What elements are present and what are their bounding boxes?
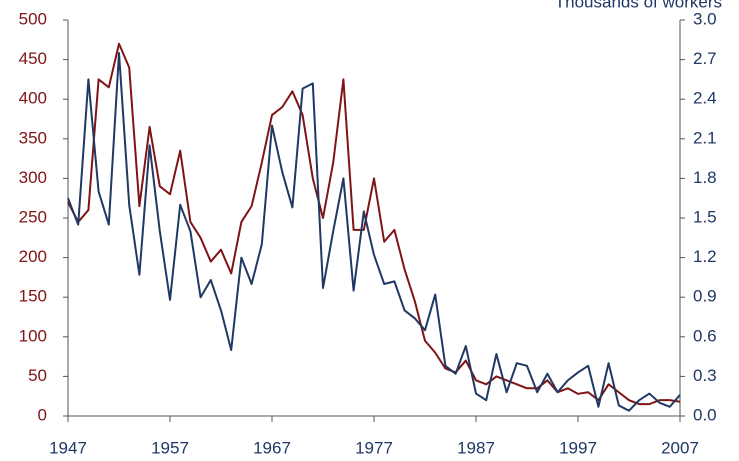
y2-tick-label: 3.0 — [693, 9, 717, 28]
y-tick-label: 350 — [19, 128, 47, 147]
x-tick-label: 1957 — [151, 438, 189, 457]
y2-tick-label: 0.9 — [693, 287, 717, 306]
y2-tick-label: 1.2 — [693, 247, 717, 266]
y-tick-label: 500 — [19, 9, 47, 28]
series-line — [67, 42, 681, 406]
y2-tick-label: 1.8 — [693, 168, 717, 187]
y2-tick-label: 0.6 — [693, 326, 717, 345]
x-tick-label: 1977 — [355, 438, 393, 457]
y-tick-label: 150 — [19, 287, 47, 306]
y2-tick-label: 2.7 — [693, 49, 717, 68]
y-tick-label: 450 — [19, 49, 47, 68]
y2-tick-label: 0.0 — [693, 405, 717, 424]
series-line — [67, 52, 681, 412]
y-tick-label: 50 — [28, 366, 47, 385]
y-tick-label: 250 — [19, 207, 47, 226]
y-tick-label: 400 — [19, 89, 47, 108]
x-tick-label: 1967 — [253, 438, 291, 457]
y2-tick-label: 2.1 — [693, 128, 717, 147]
x-tick-label: 1987 — [457, 438, 495, 457]
y2-tick-label: 2.4 — [693, 89, 717, 108]
y2-tick-label: 0.3 — [693, 366, 717, 385]
y-tick-label: 200 — [19, 247, 47, 266]
x-tick-label: 1947 — [49, 438, 87, 457]
x-tick-label: 1997 — [559, 438, 597, 457]
y-tick-label: 100 — [19, 326, 47, 345]
y2-axis-label: Thousands of workers — [555, 0, 722, 11]
y2-tick-label: 1.5 — [693, 207, 717, 226]
y-tick-label: 0 — [38, 405, 47, 424]
x-tick-label: 2007 — [661, 438, 699, 457]
y-tick-label: 300 — [19, 168, 47, 187]
